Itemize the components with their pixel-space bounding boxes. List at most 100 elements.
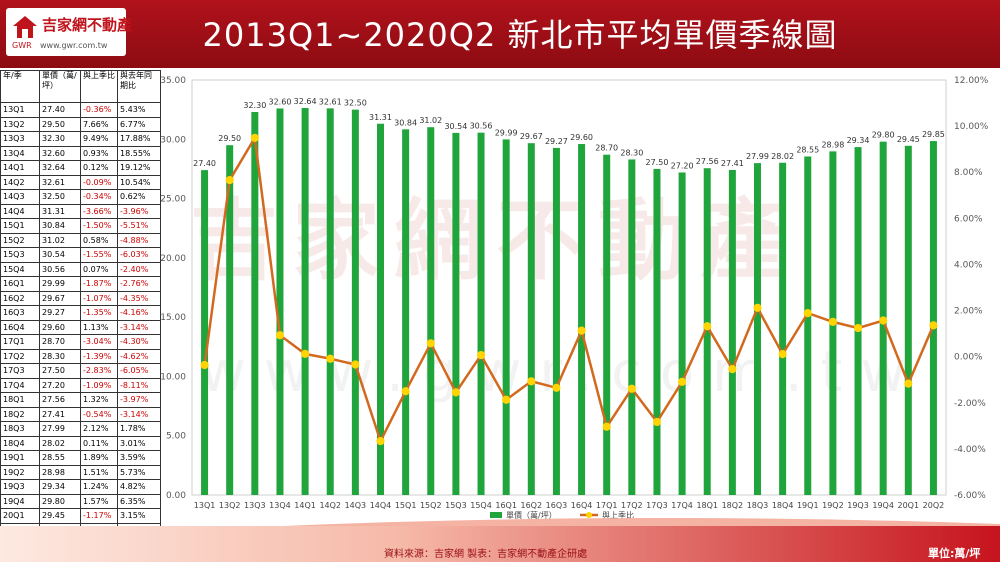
bar-value-label: 32.30 bbox=[243, 101, 266, 110]
table-row: 17Q1 28.70 -3.04% -4.30% bbox=[0, 334, 161, 350]
line-point bbox=[753, 303, 762, 312]
x-tick-label: 17Q3 bbox=[646, 501, 668, 510]
header-bar bbox=[0, 0, 1000, 68]
cell-period: 15Q4 bbox=[0, 261, 40, 277]
table-row: 13Q4 32.60 0.93% 18.55% bbox=[0, 145, 161, 161]
cell-period: 18Q2 bbox=[0, 406, 40, 422]
line-point bbox=[904, 379, 913, 388]
cell-period: 17Q3 bbox=[0, 363, 40, 379]
x-tick-label: 16Q1 bbox=[495, 501, 517, 510]
line-point bbox=[351, 360, 360, 369]
bar-value-label: 27.40 bbox=[193, 159, 216, 168]
bar-value-label: 29.67 bbox=[520, 132, 543, 141]
cell-price: 30.84 bbox=[39, 218, 81, 234]
bar bbox=[276, 108, 284, 495]
cell-yoy: 18.55% bbox=[117, 145, 161, 161]
bar bbox=[251, 112, 259, 495]
cell-qoq: -3.04% bbox=[80, 334, 118, 350]
cell-qoq: 0.11% bbox=[80, 435, 118, 451]
bar bbox=[904, 145, 912, 496]
y-tick-label: 0.00 bbox=[166, 491, 186, 501]
cell-qoq: 2.12% bbox=[80, 421, 118, 437]
table-row: 14Q1 32.64 0.12% 19.12% bbox=[0, 160, 161, 176]
cell-qoq: -0.34% bbox=[80, 189, 118, 205]
cell-price: 27.56 bbox=[39, 392, 81, 408]
bar-value-label: 30.54 bbox=[444, 122, 467, 131]
cell-qoq: -1.87% bbox=[80, 276, 118, 292]
table-row: 19Q2 28.98 1.51% 5.73% bbox=[0, 464, 161, 480]
y-tick-label: 5.00 bbox=[166, 432, 186, 442]
bar bbox=[452, 132, 460, 495]
x-tick-label: 20Q2 bbox=[923, 501, 945, 510]
line-point bbox=[879, 316, 888, 325]
cell-period: 16Q2 bbox=[0, 290, 40, 306]
table-header-row: 年/季 單價（萬/坪） 與上季比 與去年同期比 bbox=[0, 70, 161, 103]
x-tick-label: 19Q1 bbox=[797, 501, 819, 510]
cell-price: 29.34 bbox=[39, 479, 81, 495]
cell-price: 27.50 bbox=[39, 363, 81, 379]
bar-value-label: 28.70 bbox=[595, 144, 618, 153]
bar bbox=[854, 147, 862, 495]
bar-value-label: 29.80 bbox=[872, 131, 895, 140]
cell-qoq: 1.24% bbox=[80, 479, 118, 495]
bar bbox=[779, 162, 787, 495]
table-row: 15Q3 30.54 -1.55% -6.03% bbox=[0, 247, 161, 263]
table-row: 14Q3 32.50 -0.34% 0.62% bbox=[0, 189, 161, 205]
bar-value-label: 30.56 bbox=[470, 122, 493, 131]
line-point bbox=[778, 350, 787, 359]
x-tick-label: 15Q1 bbox=[395, 501, 417, 510]
line-point bbox=[200, 360, 209, 370]
bar-value-label: 29.50 bbox=[218, 134, 241, 143]
line-point bbox=[426, 339, 435, 348]
y2-tick-label: 10.00% bbox=[954, 122, 989, 132]
cell-price: 29.80 bbox=[39, 493, 81, 509]
cell-price: 29.99 bbox=[39, 276, 81, 292]
x-tick-label: 13Q4 bbox=[269, 501, 291, 510]
bar bbox=[578, 144, 586, 495]
cell-price: 27.40 bbox=[39, 102, 81, 118]
cell-qoq: 1.13% bbox=[80, 319, 118, 335]
cell-qoq: -1.55% bbox=[80, 247, 118, 263]
cell-price: 32.64 bbox=[39, 160, 81, 176]
logo-url: www.gwr.com.tw bbox=[40, 41, 108, 50]
cell-qoq: 1.51% bbox=[80, 464, 118, 480]
bar-value-label: 27.41 bbox=[721, 159, 744, 168]
line-point bbox=[451, 388, 460, 397]
line-point bbox=[301, 349, 310, 358]
y2-tick-label: 2.00% bbox=[954, 307, 983, 317]
x-tick-label: 13Q2 bbox=[219, 501, 241, 510]
x-tick-label: 19Q4 bbox=[872, 501, 894, 510]
legend-swatch-bar bbox=[490, 512, 502, 518]
table-row: 16Q3 29.27 -1.35% -4.16% bbox=[0, 305, 161, 321]
cell-period: 14Q4 bbox=[0, 203, 40, 219]
bar-value-label: 31.31 bbox=[369, 113, 392, 122]
cell-yoy: 10.54% bbox=[117, 174, 161, 190]
line-point bbox=[527, 377, 536, 386]
cell-yoy: 0.62% bbox=[117, 189, 161, 205]
line-point bbox=[225, 175, 234, 185]
bar bbox=[678, 172, 686, 495]
cell-qoq: -3.66% bbox=[80, 203, 118, 219]
cell-price: 30.56 bbox=[39, 261, 81, 277]
line-point bbox=[853, 323, 863, 333]
bar-value-label: 28.98 bbox=[821, 140, 844, 149]
y-tick-label: 35.00 bbox=[160, 76, 186, 86]
cell-price: 29.60 bbox=[39, 319, 81, 335]
cell-period: 18Q1 bbox=[0, 392, 40, 408]
cell-yoy: -4.88% bbox=[117, 232, 161, 248]
watermark: 吉家網不動產 bbox=[190, 189, 803, 292]
y2-tick-label: 6.00% bbox=[954, 214, 983, 224]
bar bbox=[201, 170, 209, 495]
bar-value-label: 32.50 bbox=[344, 99, 367, 108]
table-row: 13Q3 32.30 9.49% 17.88% bbox=[0, 131, 161, 147]
line-point bbox=[401, 387, 410, 396]
page-title: 2013Q1~2020Q2 新北市平均單價季線圖 bbox=[202, 16, 838, 54]
table-row: 15Q4 30.56 0.07% -2.40% bbox=[0, 261, 161, 277]
cell-period: 19Q1 bbox=[0, 450, 40, 466]
cell-price: 30.54 bbox=[39, 247, 81, 263]
cell-qoq: 0.93% bbox=[80, 145, 118, 161]
cell-period: 19Q3 bbox=[0, 479, 40, 495]
cell-price: 32.60 bbox=[39, 145, 81, 161]
cell-qoq: 0.07% bbox=[80, 261, 118, 277]
cell-yoy: 19.12% bbox=[117, 160, 161, 176]
